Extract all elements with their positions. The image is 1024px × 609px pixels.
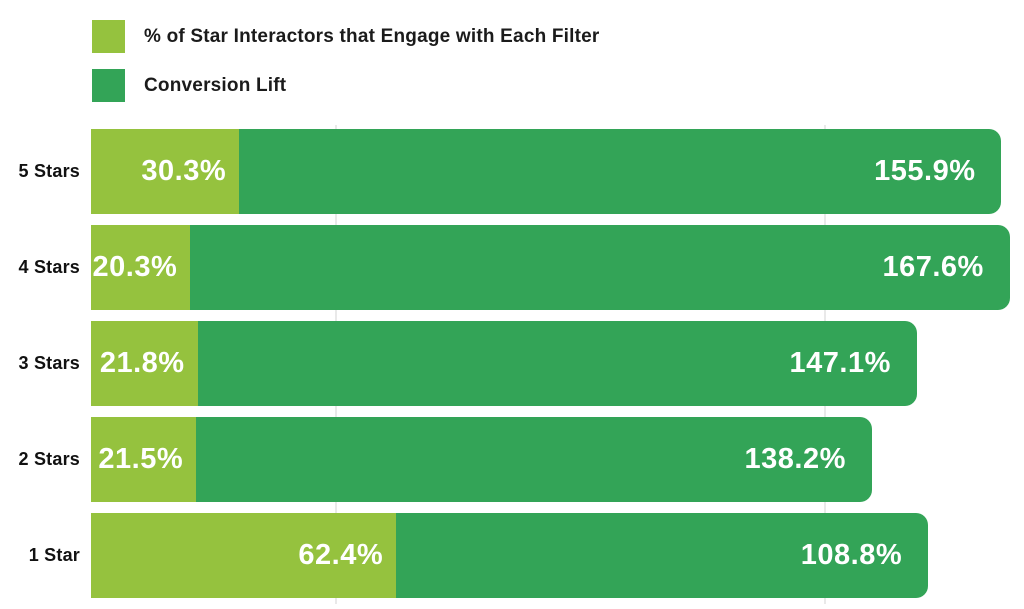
engage-segment: 21.5% xyxy=(91,417,197,502)
bar-rows: 5 Stars 30.3% 155.9% 4 Stars 20.3% 167.6… xyxy=(0,129,1024,598)
category-label: 4 Stars xyxy=(18,257,80,277)
engage-value-label: 21.8% xyxy=(99,347,185,379)
bar-row-5-stars: 5 Stars 30.3% 155.9% xyxy=(0,129,1024,214)
bar-track: 20.3% 167.6% xyxy=(91,225,1024,310)
engage-segment: 20.3% xyxy=(91,225,191,310)
bar-row-1-star: 1 Star 62.4% 108.8% xyxy=(0,513,1024,598)
engage-value-label: 20.3% xyxy=(92,251,178,283)
lift-segment: 167.6% xyxy=(190,225,1010,310)
engage-value-label: 30.3% xyxy=(141,155,227,187)
lift-value-label: 167.6% xyxy=(882,251,984,283)
lift-value-label: 155.9% xyxy=(874,155,976,187)
engage-value-label: 62.4% xyxy=(298,539,384,571)
legend-item-engage: % of Star Interactors that Engage with E… xyxy=(92,20,600,53)
lift-value-label: 147.1% xyxy=(789,347,891,379)
bar-track: 21.5% 138.2% xyxy=(91,417,1024,502)
lift-segment: 138.2% xyxy=(196,417,872,502)
lift-segment: 155.9% xyxy=(239,129,1002,214)
engage-segment: 21.8% xyxy=(91,321,198,406)
legend-swatch xyxy=(92,69,125,102)
lift-value-label: 108.8% xyxy=(800,539,903,571)
lift-segment: 147.1% xyxy=(197,321,917,406)
engage-value-label: 21.5% xyxy=(98,443,184,475)
bar-track: 30.3% 155.9% xyxy=(91,129,1024,214)
bar-track: 21.8% 147.1% xyxy=(91,321,1024,406)
bar-row-3-stars: 3 Stars 21.8% 147.1% xyxy=(0,321,1024,406)
legend: % of Star Interactors that Engage with E… xyxy=(92,20,600,102)
legend-item-lift: Conversion Lift xyxy=(92,69,600,102)
legend-label-engage: % of Star Interactors that Engage with E… xyxy=(144,25,600,47)
lift-segment: 108.8% xyxy=(396,513,929,598)
legend-swatch xyxy=(92,20,125,53)
category-label: 2 Stars xyxy=(18,449,80,469)
category-label: 5 Stars xyxy=(18,161,80,181)
bar-row-2-stars: 2 Stars 21.5% 138.2% xyxy=(0,417,1024,502)
engage-segment: 62.4% xyxy=(91,513,397,598)
engage-segment: 30.3% xyxy=(91,129,240,214)
lift-value-label: 138.2% xyxy=(744,443,846,475)
category-label: 1 Star xyxy=(28,545,80,565)
bar-row-4-stars: 4 Stars 20.3% 167.6% xyxy=(0,225,1024,310)
bar-track: 62.4% 108.8% xyxy=(91,513,1024,598)
category-label: 3 Stars xyxy=(18,353,80,373)
legend-label-lift: Conversion Lift xyxy=(144,74,287,96)
